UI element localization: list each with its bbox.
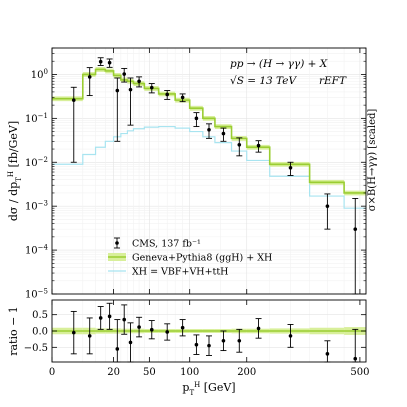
ratio-point <box>122 317 127 322</box>
y-tick-label: 10−5 <box>25 288 48 301</box>
ratio-point <box>180 325 185 330</box>
ratio-point <box>237 338 242 343</box>
ratio-point <box>115 347 120 351</box>
data-point <box>165 92 170 97</box>
y-tick-label: 10−2 <box>25 156 48 169</box>
data-point <box>353 227 358 231</box>
side-note-label: σ×B(H→γγ) [scaled] <box>367 109 378 212</box>
ratio-point <box>128 340 133 345</box>
data-point <box>87 75 92 79</box>
data-point <box>98 59 103 64</box>
data-point <box>107 60 112 65</box>
ratio-point <box>353 356 358 361</box>
ratio-axis-title: ratio − 1 <box>7 306 20 356</box>
energy-label: √S = 13 TeV <box>230 75 297 87</box>
x-tick-label: 50 <box>143 367 156 378</box>
y-tick-label: 100 <box>31 68 48 81</box>
legend-data-marker <box>115 241 119 245</box>
legend-label-xh: XH = VBF+VH+ttH <box>132 267 228 278</box>
ratio-point <box>221 338 226 343</box>
legend-label-data: CMS, 137 fb⁻¹ <box>132 239 201 250</box>
data-point <box>71 98 76 102</box>
data-point <box>149 85 154 90</box>
ratio-y-tick-label: −0.5 <box>24 343 48 354</box>
ratio-y-tick-label: 0.0 <box>32 327 48 338</box>
ratio-point <box>149 327 154 332</box>
ratio-point <box>325 352 330 356</box>
data-point <box>221 131 226 136</box>
data-point <box>115 88 120 93</box>
y-axis-title: dσ / dpTH [fb/GeV] <box>7 121 23 221</box>
legend: CMS, 137 fb⁻¹ Geneva+Pythia8 (ggH) + XH XH… <box>108 237 272 278</box>
main-panel: 10−5 10−4 10−3 10−2 10−1 100 <box>25 47 367 301</box>
data-point <box>194 116 199 121</box>
ratio-point <box>288 334 293 338</box>
x-axis-title: pTH [GeV] <box>182 381 235 397</box>
process-label: pp → (H → γγ) + X <box>230 58 328 70</box>
data-point <box>288 165 293 170</box>
data-point <box>325 204 330 208</box>
data-point <box>237 142 242 147</box>
x-tick-label: 0 <box>49 367 55 378</box>
ratio-panel: −0.5 0.0 0.5 0 20 50 100 200 500 <box>24 299 369 378</box>
x-tick-label: 100 <box>180 367 199 378</box>
ratio-point <box>165 330 170 334</box>
axis-labels: pTH [GeV] dσ / dpTH [fb/GeV] ratio − 1 <box>7 121 236 397</box>
data-point <box>180 95 185 100</box>
ratio-point <box>137 325 141 329</box>
x-tick-label: 500 <box>350 367 369 378</box>
data-point <box>122 72 127 76</box>
ratio-point <box>87 334 92 338</box>
data-point <box>128 87 133 92</box>
ratio-point <box>194 342 199 347</box>
y-tick-label: 10−1 <box>25 112 48 125</box>
y-tick-label: 10−3 <box>25 200 48 213</box>
ratio-point <box>98 316 103 320</box>
ratio-point <box>107 314 112 319</box>
xh-series-line <box>52 125 366 209</box>
scheme-label: rEFT <box>319 75 347 87</box>
ratio-point <box>256 326 261 331</box>
ratio-point <box>207 343 211 348</box>
x-tick-label: 20 <box>107 367 120 378</box>
data-point <box>256 143 261 148</box>
main-panel-frame <box>51 47 367 295</box>
process-annotation: pp → (H → γγ) + X √S = 13 TeV rEFT σ×B(H→γγ… <box>230 58 378 211</box>
data-point <box>137 79 141 84</box>
ratio-point <box>71 330 76 335</box>
legend-label-geneva: Geneva+Pythia8 (ggH) + XH <box>132 253 272 264</box>
data-point <box>207 127 211 132</box>
y-tick-label: 10−4 <box>25 244 49 257</box>
x-tick-label: 200 <box>237 367 256 378</box>
ratio-y-tick-label: 0.5 <box>32 310 48 321</box>
